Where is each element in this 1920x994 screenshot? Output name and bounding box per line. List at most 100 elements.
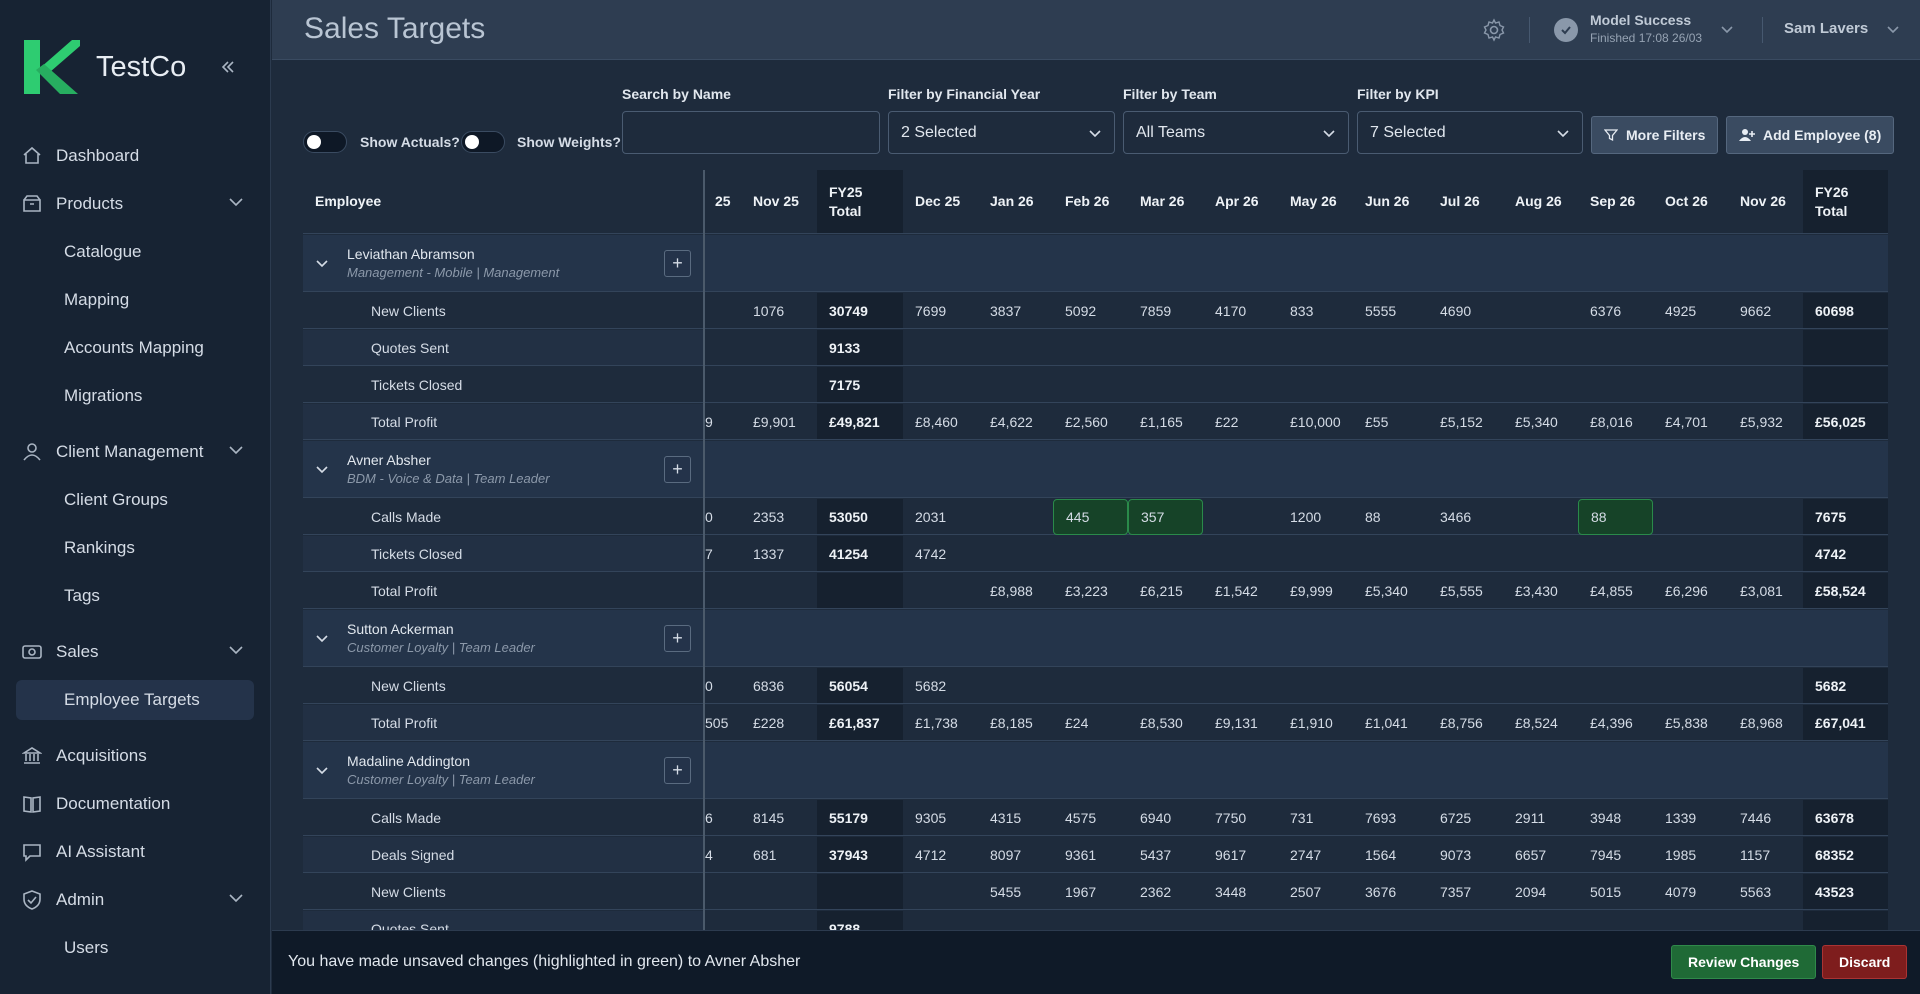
- sidebar-item-client-groups[interactable]: Client Groups: [48, 480, 254, 520]
- column-header[interactable]: Mar 26: [1140, 193, 1185, 209]
- value-cell[interactable]: 8145: [753, 809, 785, 826]
- value-cell[interactable]: [978, 330, 1053, 365]
- value-cell[interactable]: 9305: [915, 809, 947, 826]
- value-cell[interactable]: £8,968: [1740, 714, 1783, 731]
- value-cell[interactable]: 731: [1290, 809, 1314, 826]
- value-cell[interactable]: [1428, 330, 1503, 365]
- value-cell[interactable]: 1157: [1740, 846, 1771, 863]
- search-input[interactable]: [635, 124, 867, 142]
- value-cell[interactable]: [1653, 367, 1728, 402]
- sidebar-item-accounts-mapping[interactable]: Accounts Mapping: [48, 328, 254, 368]
- sidebar-item-admin[interactable]: Admin: [16, 880, 254, 920]
- value-cell[interactable]: 5437: [1140, 846, 1172, 863]
- value-cell[interactable]: [703, 911, 741, 930]
- search-field[interactable]: [622, 111, 880, 154]
- value-cell[interactable]: [703, 573, 741, 608]
- value-cell[interactable]: £5,152: [1440, 413, 1483, 430]
- value-cell[interactable]: £8,530: [1140, 714, 1183, 731]
- value-cell[interactable]: £8,988: [990, 582, 1033, 599]
- review-changes-button[interactable]: Review Changes: [1671, 945, 1817, 979]
- sidebar-item-tags[interactable]: Tags: [48, 576, 254, 616]
- value-cell[interactable]: 4170: [1215, 302, 1247, 319]
- value-cell[interactable]: 4925: [1665, 302, 1697, 319]
- value-cell[interactable]: 88: [1365, 508, 1381, 525]
- value-cell[interactable]: 4690: [1440, 302, 1472, 319]
- column-header[interactable]: Dec 25: [915, 193, 961, 209]
- value-cell[interactable]: 3837: [990, 302, 1022, 319]
- value-cell[interactable]: £9,131: [1215, 714, 1258, 731]
- value-cell[interactable]: [741, 573, 817, 608]
- value-cell[interactable]: 1339: [1665, 809, 1697, 826]
- value-cell[interactable]: [978, 367, 1053, 402]
- value-cell[interactable]: [1278, 668, 1353, 703]
- value-cell[interactable]: [1203, 911, 1278, 930]
- value-cell[interactable]: £8,016: [1590, 413, 1633, 430]
- value-cell[interactable]: [1203, 499, 1278, 534]
- value-cell[interactable]: [703, 367, 741, 402]
- column-header[interactable]: Nov 26: [1740, 193, 1786, 209]
- value-cell[interactable]: [1053, 911, 1128, 930]
- column-header-employee[interactable]: Employee: [315, 193, 382, 209]
- value-cell[interactable]: £5,340: [1515, 413, 1558, 430]
- value-cell[interactable]: £1,542: [1215, 582, 1258, 599]
- value-cell[interactable]: [741, 367, 817, 402]
- changed-cell[interactable]: 357: [1128, 499, 1203, 535]
- value-cell[interactable]: 0: [705, 508, 713, 525]
- value-cell[interactable]: [1353, 911, 1428, 930]
- value-cell[interactable]: £10,000: [1290, 413, 1341, 430]
- column-header[interactable]: 25: [715, 193, 731, 209]
- column-header[interactable]: Jan 26: [990, 193, 1034, 209]
- value-cell[interactable]: [1653, 911, 1728, 930]
- chevron-down-icon[interactable]: [228, 642, 244, 663]
- add-kpi-button[interactable]: +: [664, 757, 691, 784]
- value-cell[interactable]: [1503, 499, 1578, 534]
- value-cell[interactable]: 0: [705, 677, 713, 694]
- gear-icon[interactable]: [1482, 18, 1506, 47]
- value-cell[interactable]: £5,555: [1440, 582, 1483, 599]
- employee-name[interactable]: Madaline Addington: [347, 753, 470, 769]
- column-header[interactable]: Jun 26: [1365, 193, 1410, 209]
- value-cell[interactable]: [1353, 536, 1428, 571]
- sidebar-item-catalogue[interactable]: Catalogue: [48, 232, 254, 272]
- sidebar-item-ai-assistant[interactable]: AI Assistant: [16, 832, 254, 872]
- value-cell[interactable]: [1653, 668, 1728, 703]
- value-cell[interactable]: [1203, 367, 1278, 402]
- value-cell[interactable]: 7945: [1590, 846, 1622, 863]
- value-cell[interactable]: 6657: [1515, 846, 1547, 863]
- chevron-down-icon[interactable]: [315, 763, 329, 782]
- model-status[interactable]: Model Success Finished 17:08 26/03: [1554, 12, 1734, 45]
- value-cell[interactable]: 9617: [1215, 846, 1247, 863]
- column-header[interactable]: FY25 Total: [817, 170, 903, 233]
- value-cell[interactable]: [1203, 330, 1278, 365]
- frozen-column-divider[interactable]: [703, 170, 705, 930]
- value-cell[interactable]: [741, 874, 817, 909]
- value-cell[interactable]: 505: [705, 714, 729, 731]
- value-cell[interactable]: 7699: [915, 302, 947, 319]
- value-cell[interactable]: 4: [705, 846, 713, 863]
- value-cell[interactable]: [1128, 536, 1203, 571]
- value-cell[interactable]: [1503, 330, 1578, 365]
- value-cell[interactable]: £1,738: [915, 714, 958, 731]
- team-filter-select[interactable]: All Teams: [1123, 111, 1349, 154]
- chevron-down-icon[interactable]: [228, 890, 244, 911]
- value-cell[interactable]: [903, 573, 978, 608]
- employee-name[interactable]: Avner Absher: [347, 452, 431, 468]
- value-cell[interactable]: [1428, 536, 1503, 571]
- value-cell[interactable]: [1578, 668, 1653, 703]
- value-cell[interactable]: [1728, 499, 1803, 534]
- chevron-down-icon[interactable]: [315, 631, 329, 650]
- discard-button[interactable]: Discard: [1822, 945, 1908, 979]
- value-cell[interactable]: 9662: [1740, 302, 1772, 319]
- value-cell[interactable]: [1278, 536, 1353, 571]
- value-cell[interactable]: 681: [753, 846, 777, 863]
- value-cell[interactable]: 2362: [1140, 883, 1172, 900]
- value-cell[interactable]: [1053, 330, 1128, 365]
- value-cell[interactable]: [703, 874, 741, 909]
- value-cell[interactable]: [1053, 536, 1128, 571]
- employee-name[interactable]: Leviathan Abramson: [347, 246, 475, 262]
- value-cell[interactable]: [1053, 668, 1128, 703]
- column-header[interactable]: FY26 Total: [1803, 170, 1888, 233]
- value-cell[interactable]: [1728, 330, 1803, 365]
- chevron-down-icon[interactable]: [228, 194, 244, 215]
- value-cell[interactable]: 9361: [1065, 846, 1097, 863]
